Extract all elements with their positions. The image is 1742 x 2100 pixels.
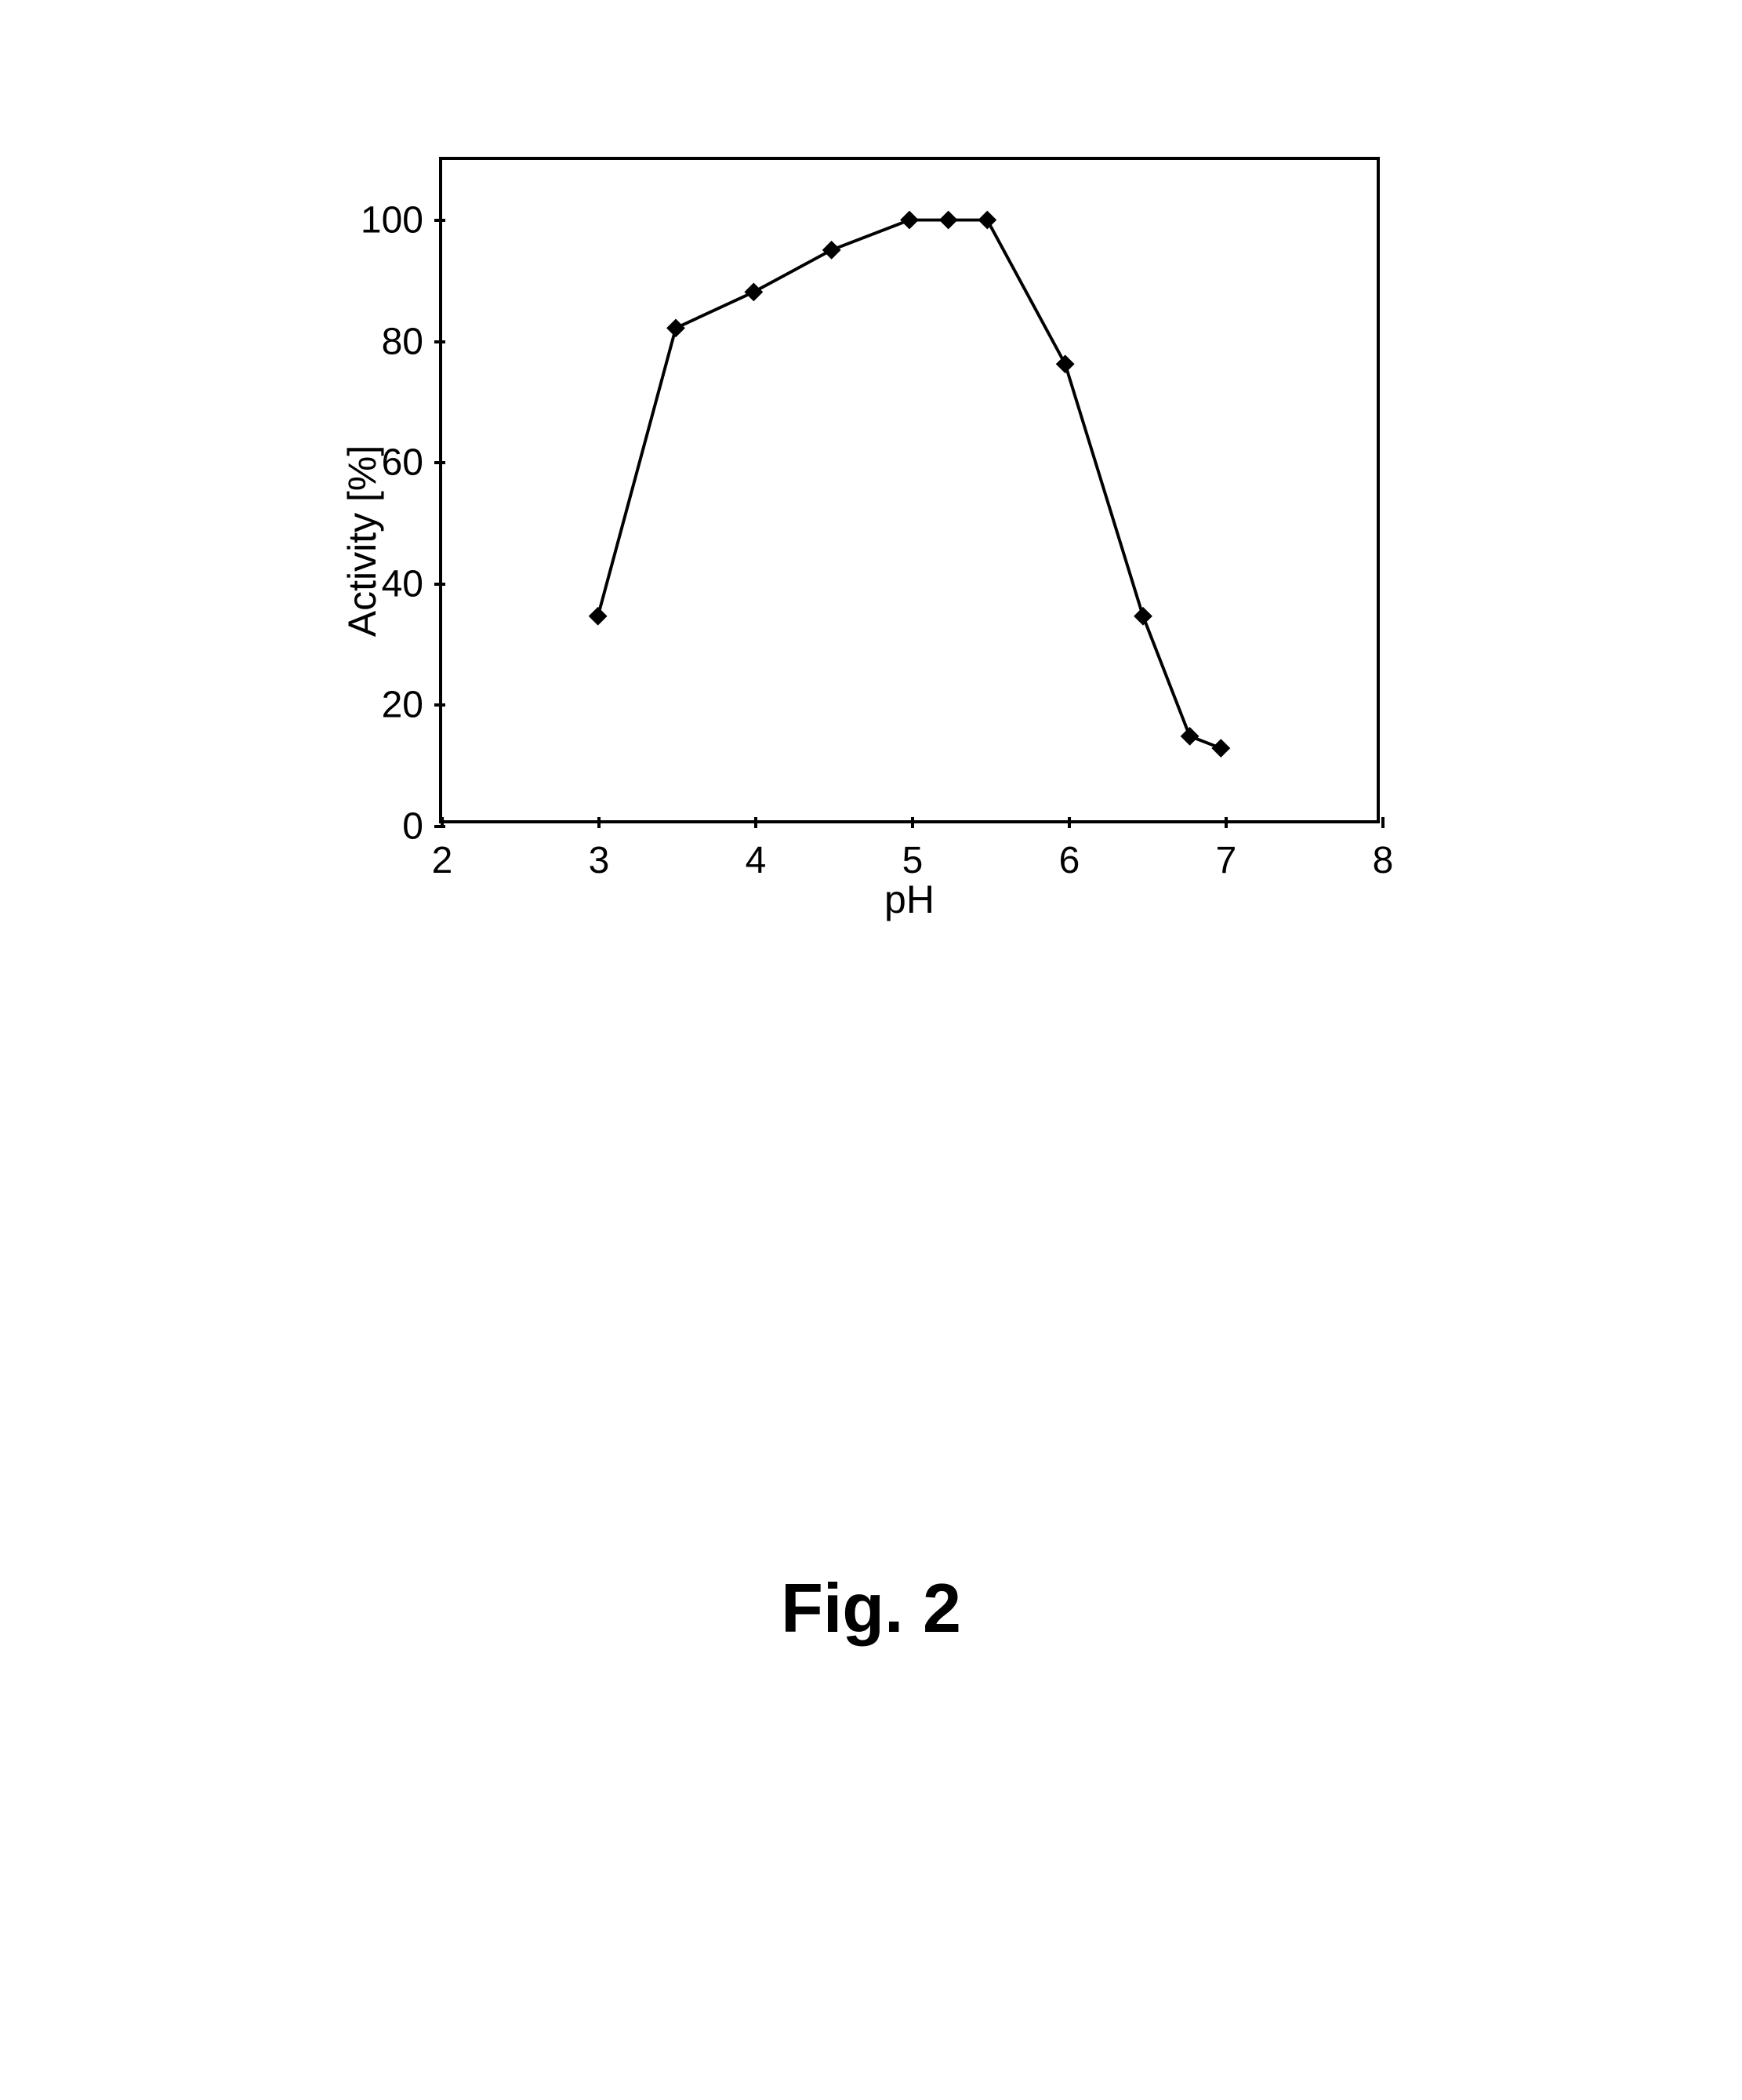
y-tick: [434, 340, 445, 343]
y-tick: [434, 461, 445, 464]
figure-caption: Fig. 2: [781, 1568, 961, 1648]
data-marker: [666, 318, 685, 337]
x-tick-label: 5: [902, 839, 924, 882]
data-marker: [1056, 354, 1075, 373]
x-tick: [597, 817, 601, 828]
x-tick-label: 3: [589, 839, 610, 882]
x-tick-label: 2: [432, 839, 453, 882]
data-marker: [1181, 727, 1199, 746]
data-marker: [744, 283, 763, 302]
x-tick-label: 4: [746, 839, 767, 882]
y-tick-label: 60: [382, 441, 423, 485]
x-tick: [1381, 817, 1385, 828]
x-tick-label: 6: [1059, 839, 1080, 882]
x-tick: [1068, 817, 1071, 828]
y-tick-label: 20: [382, 684, 423, 727]
x-axis-label: pH: [884, 877, 935, 922]
data-marker: [900, 211, 919, 230]
data-line: [598, 220, 1221, 749]
plot-area: pH 0204060801002345678: [439, 157, 1380, 823]
x-tick-label: 8: [1373, 839, 1394, 882]
y-tick-label: 0: [402, 805, 423, 848]
chart-container: Activity [%] pH 0204060801002345678: [251, 125, 1443, 957]
y-tick: [434, 703, 445, 707]
data-marker: [1211, 739, 1230, 758]
data-marker: [1134, 607, 1152, 626]
y-axis-label: Activity [%]: [339, 445, 385, 637]
data-marker: [978, 211, 996, 230]
x-tick: [754, 817, 757, 828]
data-marker: [589, 607, 608, 626]
y-tick-label: 40: [382, 562, 423, 605]
y-tick-label: 100: [361, 199, 423, 242]
data-marker: [939, 211, 958, 230]
y-tick-label: 80: [382, 320, 423, 363]
x-tick: [911, 817, 914, 828]
y-tick: [434, 583, 445, 586]
x-tick: [441, 817, 444, 828]
x-tick: [1225, 817, 1228, 828]
chart-svg: [442, 160, 1377, 820]
y-tick: [434, 219, 445, 222]
data-marker: [822, 241, 841, 260]
x-tick-label: 7: [1216, 839, 1237, 882]
